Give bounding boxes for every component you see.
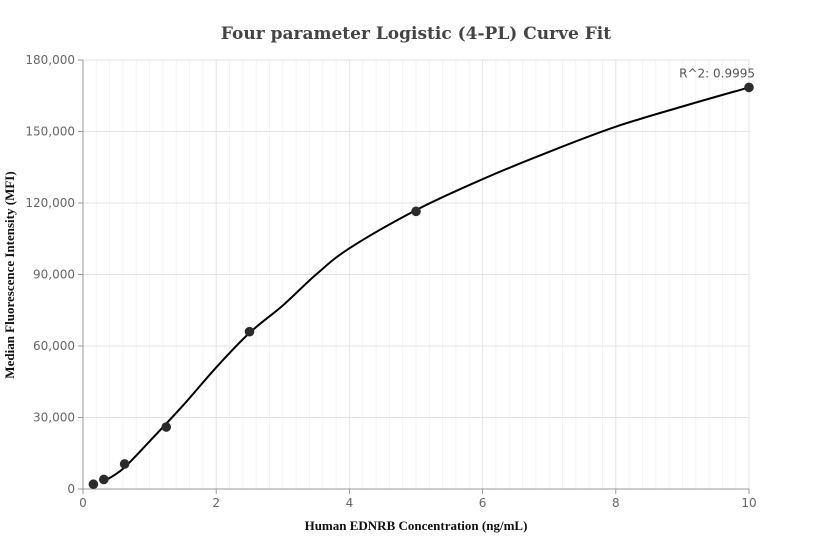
data-point — [88, 479, 99, 490]
y-axis-title: Median Fluorescence Intensity (MFI) — [2, 171, 17, 378]
data-point — [99, 474, 109, 485]
chart-title: Four parameter Logistic (4-PL) Curve Fit — [221, 24, 611, 44]
r-squared-annotation: R^2: 0.9995 — [679, 66, 755, 80]
x-tick-label: 10 — [741, 496, 756, 510]
y-tick-label: 60,000 — [33, 339, 75, 353]
x-tick-label: 0 — [79, 496, 87, 510]
y-tick-label: 90,000 — [33, 268, 75, 282]
data-point — [744, 82, 754, 93]
y-tick-label: 180,000 — [25, 53, 75, 67]
axes: 0 2 4 6 8 10 0 30,000 60,000 90,000 120,000 150,000… — [25, 53, 756, 510]
y-tick-label: 120,000 — [25, 196, 75, 210]
fit-curve-line — [102, 86, 750, 483]
data-point — [119, 459, 130, 469]
data-point — [161, 422, 172, 432]
fit-curve-layer — [102, 86, 750, 483]
x-tick-label: 4 — [346, 496, 354, 510]
x-tick-label: 2 — [212, 496, 220, 510]
x-tick-label: 8 — [612, 496, 620, 510]
x-tick-label: 6 — [479, 496, 487, 510]
data-point — [411, 206, 421, 217]
y-tick-label: 150,000 — [25, 125, 75, 139]
data-point — [244, 326, 255, 337]
x-axis-title: Human EDNRB Concentration (ng/mL) — [305, 518, 528, 533]
y-tick-label: 30,000 — [33, 411, 75, 425]
data-points — [88, 82, 754, 490]
y-tick-label: 0 — [67, 482, 75, 496]
grid — [83, 59, 750, 489]
